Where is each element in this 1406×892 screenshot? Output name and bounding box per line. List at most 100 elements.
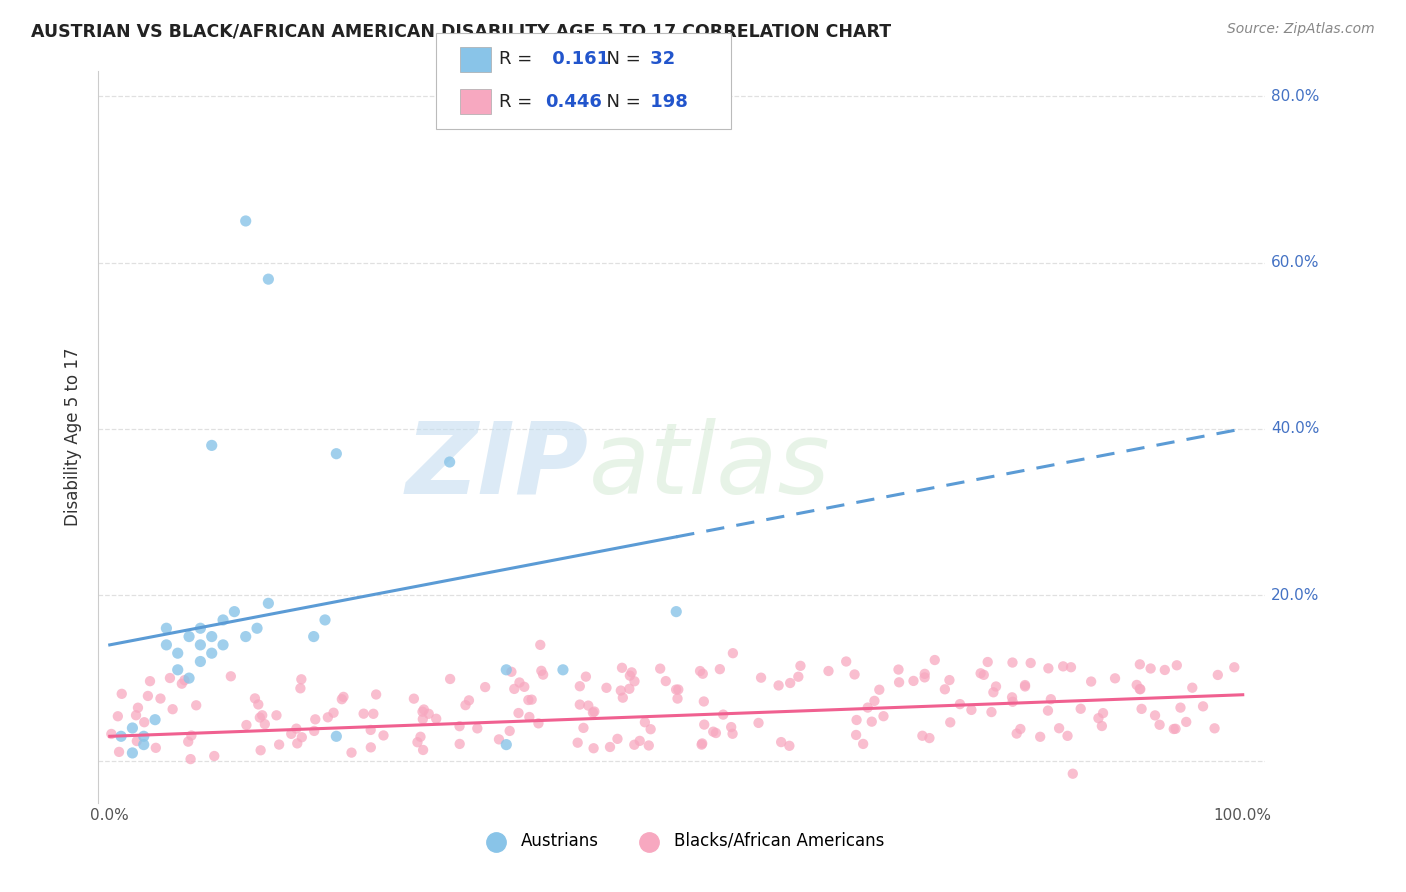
Point: [366, 688, 388, 702]
Point: [1080, 674, 1102, 689]
Point: [107, 709, 129, 723]
Point: [693, 717, 716, 731]
Point: [465, 722, 488, 736]
Point: [665, 605, 688, 619]
Point: [1223, 660, 1246, 674]
Point: [747, 715, 769, 730]
Point: [513, 680, 536, 694]
Text: 0.161: 0.161: [546, 50, 609, 68]
Point: [863, 694, 886, 708]
Point: [1014, 678, 1036, 692]
Point: [595, 681, 617, 695]
Point: [1092, 706, 1115, 720]
Point: [1192, 699, 1215, 714]
Point: [1062, 766, 1084, 780]
Text: 20.0%: 20.0%: [1271, 588, 1319, 602]
Point: [619, 681, 641, 696]
Point: [285, 722, 308, 736]
Point: [1047, 721, 1070, 735]
Point: [1163, 722, 1185, 736]
Point: [285, 736, 308, 750]
Point: [132, 729, 155, 743]
Point: [634, 715, 657, 730]
Point: [212, 613, 235, 627]
Point: [503, 681, 526, 696]
Point: [856, 700, 879, 714]
Point: [250, 708, 273, 723]
Point: [623, 674, 645, 689]
Point: [110, 729, 132, 743]
Point: [136, 689, 159, 703]
Point: [887, 675, 910, 690]
Point: [749, 671, 772, 685]
Point: [606, 731, 628, 746]
Point: [872, 709, 894, 723]
Point: [551, 663, 574, 677]
Point: [121, 721, 143, 735]
Point: [155, 638, 177, 652]
Point: [190, 621, 212, 635]
Point: [1181, 681, 1204, 695]
Point: [166, 646, 188, 660]
Point: [322, 706, 344, 720]
Point: [692, 666, 714, 681]
Point: [1001, 695, 1024, 709]
Point: [640, 723, 662, 737]
Text: N =: N =: [595, 93, 647, 111]
Point: [190, 638, 212, 652]
Point: [166, 663, 188, 677]
Point: [1139, 661, 1161, 675]
Point: [1001, 656, 1024, 670]
Point: [501, 665, 523, 679]
Point: [425, 712, 447, 726]
Point: [721, 646, 744, 660]
Point: [768, 678, 790, 692]
Point: [224, 605, 246, 619]
Point: [583, 705, 606, 719]
Point: [637, 739, 659, 753]
Text: 198: 198: [644, 93, 688, 111]
Point: [170, 676, 193, 690]
Point: [689, 664, 711, 678]
Y-axis label: Disability Age 5 to 17: Disability Age 5 to 17: [65, 348, 83, 526]
Point: [249, 743, 271, 757]
Point: [412, 712, 434, 726]
Point: [517, 693, 540, 707]
Point: [702, 724, 724, 739]
Point: [949, 697, 972, 711]
Point: [914, 670, 936, 684]
Point: [575, 670, 598, 684]
Point: [332, 690, 354, 704]
Point: [412, 702, 434, 716]
Point: [887, 663, 910, 677]
Point: [412, 743, 434, 757]
Point: [155, 621, 177, 635]
Text: AUSTRIAN VS BLACK/AFRICAN AMERICAN DISABILITY AGE 5 TO 17 CORRELATION CHART: AUSTRIAN VS BLACK/AFRICAN AMERICAN DISAB…: [31, 22, 891, 40]
Point: [1129, 682, 1152, 697]
Point: [121, 746, 143, 760]
Point: [498, 723, 520, 738]
Point: [134, 715, 156, 730]
Point: [508, 706, 530, 720]
Point: [325, 447, 347, 461]
Point: [693, 694, 716, 708]
Point: [969, 666, 991, 681]
Point: [868, 682, 890, 697]
Point: [914, 666, 936, 681]
Point: [1039, 692, 1062, 706]
Point: [186, 698, 208, 713]
Point: [610, 683, 633, 698]
Point: [373, 728, 395, 742]
Point: [530, 664, 553, 678]
Point: [1056, 729, 1078, 743]
Point: [180, 729, 202, 743]
Point: [454, 698, 477, 713]
Point: [517, 710, 540, 724]
Point: [246, 621, 269, 635]
Point: [973, 668, 995, 682]
Point: [924, 653, 946, 667]
Point: [666, 682, 689, 697]
Point: [302, 723, 325, 738]
Point: [253, 717, 276, 731]
Point: [1014, 680, 1036, 694]
